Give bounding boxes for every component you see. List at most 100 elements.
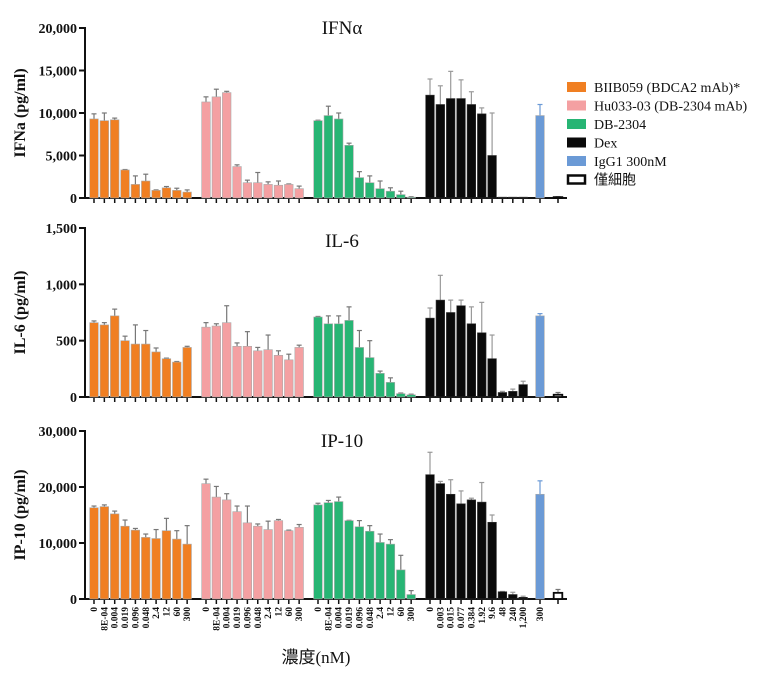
- x-tick-label: 60: [397, 607, 407, 617]
- bar: [182, 191, 192, 199]
- bar: [130, 343, 141, 398]
- series-4: [535, 313, 545, 402]
- bar: [201, 483, 211, 600]
- bar: [284, 530, 294, 600]
- bar: [535, 315, 545, 398]
- bar: [552, 196, 564, 199]
- bar: [518, 384, 528, 398]
- bar: [89, 322, 99, 398]
- bar: [396, 393, 406, 398]
- bar: [344, 145, 354, 199]
- x-tick-label: 0.048: [254, 607, 264, 629]
- x-tick-label: 2.4: [376, 607, 386, 619]
- bar: [222, 322, 232, 398]
- bar: [253, 525, 263, 600]
- x-tick-label: 300: [295, 607, 305, 622]
- y-tick-label: 1,000: [46, 278, 78, 293]
- legend-entry: Dex: [567, 137, 617, 152]
- y-axis-title: IP-10 (pg/ml): [12, 469, 29, 560]
- bar: [161, 530, 172, 600]
- bar: [120, 169, 130, 199]
- bar: [365, 357, 375, 398]
- y-axis-title: IFNa (pg/ml): [12, 68, 29, 157]
- x-tick-label: 0.004: [111, 607, 121, 629]
- x-axis-title: 濃度(nM): [282, 648, 351, 667]
- y-tick-label: 0: [70, 391, 77, 406]
- bar: [456, 305, 466, 398]
- bar: [477, 113, 487, 199]
- bar: [435, 104, 445, 199]
- x-tick-label: 1.92: [478, 607, 488, 624]
- x-tick-label: 0.048: [366, 607, 376, 629]
- legend-swatch: [567, 137, 586, 148]
- bar: [273, 355, 284, 398]
- legend-entry: BIIB059 (BDCA2 mAb)*: [567, 81, 740, 96]
- bar: [385, 190, 396, 199]
- legend-swatch: [567, 119, 586, 129]
- bar: [375, 188, 385, 199]
- legend-swatch: [567, 82, 586, 92]
- bar: [130, 529, 141, 600]
- bar: [508, 391, 518, 398]
- bar: [425, 474, 435, 600]
- series-1: [201, 305, 304, 402]
- legend-swatch: [567, 156, 586, 166]
- x-tick-label: 0: [314, 607, 324, 612]
- x-tick-label: 300: [536, 607, 546, 622]
- bar: [161, 358, 172, 398]
- bar: [294, 347, 304, 398]
- bar: [273, 184, 284, 199]
- bar: [535, 493, 545, 600]
- bar: [365, 182, 375, 199]
- bar: [552, 393, 564, 398]
- bar: [323, 323, 333, 398]
- bar: [508, 196, 518, 199]
- bar: [446, 493, 456, 600]
- bar: [344, 320, 354, 398]
- legend-entry: Hu033-03 (DB-2304 mAb): [567, 100, 748, 115]
- panel-title: IP-10: [321, 431, 363, 452]
- bar: [477, 501, 487, 600]
- bar: [151, 351, 161, 398]
- bar: [508, 594, 518, 600]
- x-tick-label: 8E-04: [100, 607, 110, 631]
- x-tick-label: 0.019: [233, 607, 243, 629]
- bar: [172, 538, 182, 600]
- x-tick-label: 0.003: [436, 607, 446, 629]
- bar: [242, 182, 253, 199]
- x-tick-label: 12: [386, 607, 396, 617]
- x-tick-label: 0: [426, 607, 436, 612]
- bar: [242, 522, 253, 600]
- bar: [406, 196, 416, 199]
- bar: [172, 361, 182, 398]
- x-tick-labels: 0 8E-04 0.004 0.019 0.096 0.048 2.4 12 60 300 0 8E-…: [90, 607, 546, 631]
- x-tick-label: 1,200: [519, 607, 529, 629]
- x-tick-label: 2.4: [152, 607, 162, 619]
- bar: [211, 496, 221, 600]
- bar: [456, 98, 466, 199]
- bar: [344, 520, 354, 600]
- bar: [130, 184, 141, 199]
- bar: [406, 394, 416, 398]
- bar: [466, 323, 477, 398]
- bar: [365, 530, 375, 600]
- bar: [446, 312, 456, 398]
- bar: [385, 543, 396, 600]
- bar: [263, 184, 273, 199]
- legend-label: DB-2304: [594, 118, 646, 133]
- bar: [518, 196, 528, 199]
- bar: [466, 499, 477, 600]
- legend: BIIB059 (BDCA2 mAb)* Hu033-03 (DB-2304 mA…: [566, 81, 748, 189]
- x-tick-label: 0: [202, 607, 212, 612]
- bar: [110, 315, 120, 398]
- legend-entry: DB-2304: [567, 118, 646, 133]
- bar: [89, 507, 99, 600]
- bar: [110, 119, 120, 199]
- x-tick-label: 0.077: [457, 607, 467, 629]
- bar: [354, 347, 365, 398]
- bar: [456, 503, 466, 600]
- x-tick-label: 0.096: [131, 607, 141, 629]
- bar: [141, 537, 151, 600]
- bar: [396, 569, 406, 600]
- bar: [487, 358, 497, 398]
